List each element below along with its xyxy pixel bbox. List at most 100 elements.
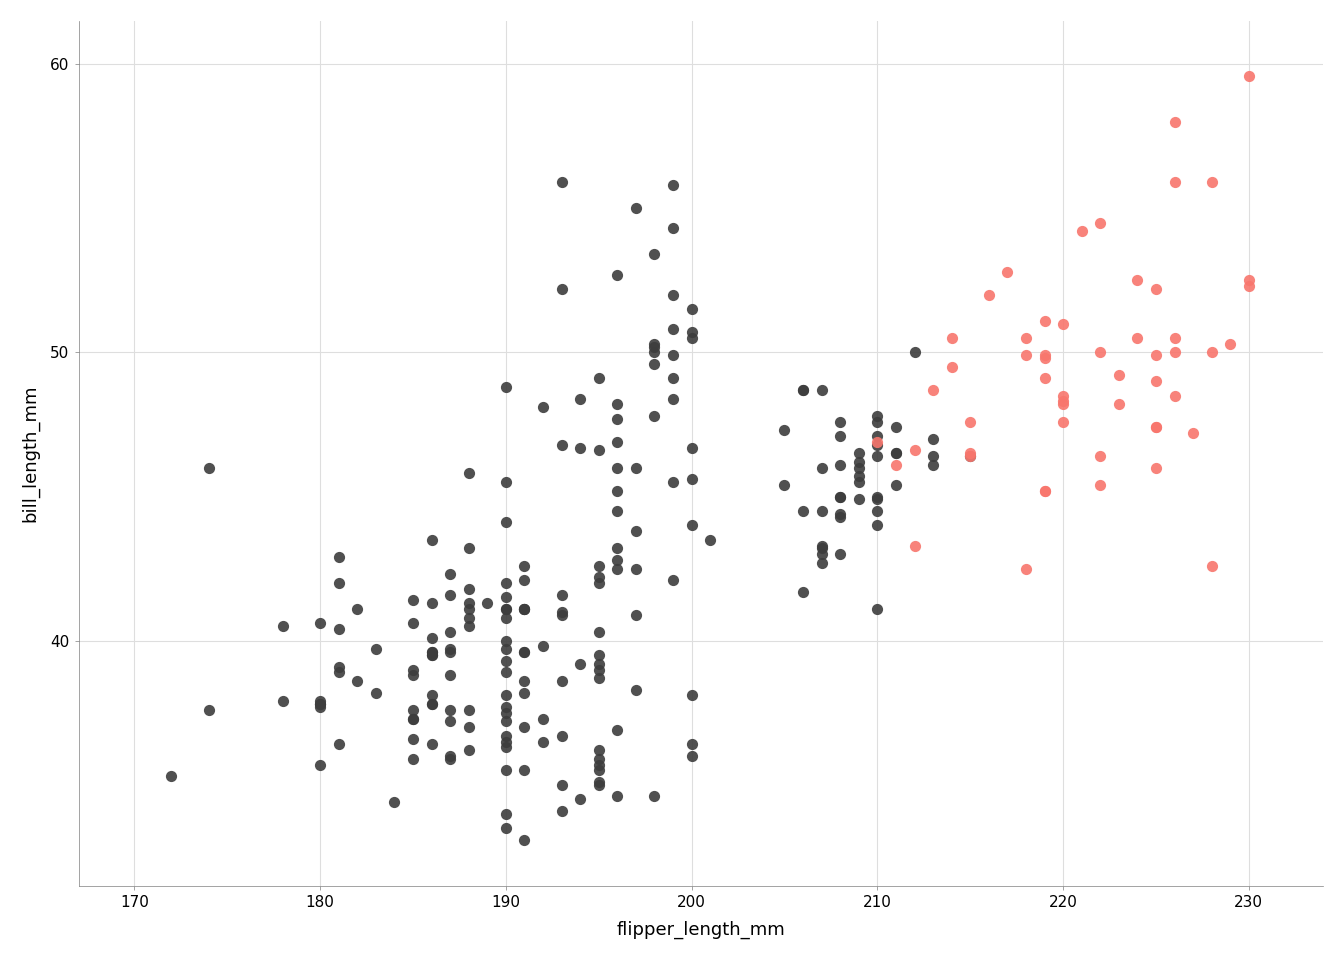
Point bbox=[439, 641, 461, 657]
Point bbox=[663, 391, 684, 406]
Point bbox=[513, 644, 535, 660]
Point bbox=[663, 178, 684, 193]
Point bbox=[810, 382, 832, 397]
Point bbox=[867, 428, 888, 444]
Point bbox=[606, 411, 628, 426]
Point bbox=[309, 699, 331, 714]
Point bbox=[439, 587, 461, 602]
Point bbox=[922, 448, 943, 464]
Point bbox=[829, 489, 851, 504]
Point bbox=[458, 702, 480, 717]
Point bbox=[886, 445, 907, 461]
Point bbox=[532, 638, 554, 654]
Point bbox=[421, 687, 442, 703]
Point bbox=[1015, 330, 1036, 346]
Point bbox=[532, 399, 554, 415]
Point bbox=[551, 175, 573, 190]
Point bbox=[198, 702, 219, 717]
Point bbox=[347, 601, 368, 616]
Point bbox=[1238, 278, 1259, 294]
Point bbox=[439, 749, 461, 764]
Point bbox=[513, 572, 535, 588]
Point bbox=[587, 656, 609, 671]
Point bbox=[848, 460, 870, 475]
Point bbox=[551, 604, 573, 619]
Point bbox=[1052, 396, 1074, 412]
Point bbox=[625, 460, 646, 475]
Point bbox=[829, 489, 851, 504]
Point bbox=[663, 572, 684, 588]
Point bbox=[309, 696, 331, 711]
Point bbox=[513, 601, 535, 616]
Point bbox=[587, 661, 609, 677]
Point bbox=[1090, 477, 1111, 492]
Point bbox=[439, 667, 461, 683]
Point bbox=[347, 673, 368, 688]
Point bbox=[793, 382, 814, 397]
Point bbox=[1107, 396, 1129, 412]
Point bbox=[941, 330, 962, 346]
Point bbox=[1034, 483, 1055, 498]
Point bbox=[458, 618, 480, 634]
Point bbox=[366, 684, 387, 700]
Point bbox=[848, 454, 870, 469]
Point bbox=[366, 641, 387, 657]
Point bbox=[903, 345, 925, 360]
Point bbox=[1034, 483, 1055, 498]
Point bbox=[328, 664, 349, 680]
Point bbox=[903, 538, 925, 553]
Point bbox=[513, 673, 535, 688]
Point bbox=[867, 414, 888, 429]
Point bbox=[495, 729, 516, 744]
Point bbox=[922, 431, 943, 446]
Point bbox=[495, 601, 516, 616]
Point bbox=[1219, 336, 1241, 351]
Point bbox=[606, 460, 628, 475]
Point bbox=[402, 661, 423, 677]
Point bbox=[495, 379, 516, 395]
Point bbox=[681, 330, 703, 346]
Point bbox=[1090, 448, 1111, 464]
Point bbox=[1145, 348, 1167, 363]
Point bbox=[587, 371, 609, 386]
Point bbox=[570, 440, 591, 455]
Point bbox=[1052, 414, 1074, 429]
Point bbox=[867, 408, 888, 423]
Point bbox=[663, 221, 684, 236]
Point bbox=[458, 610, 480, 625]
Point bbox=[903, 443, 925, 458]
Point bbox=[886, 445, 907, 461]
Point bbox=[402, 710, 423, 726]
Point bbox=[587, 569, 609, 585]
Point bbox=[625, 561, 646, 576]
Point bbox=[1164, 345, 1185, 360]
Point bbox=[1145, 420, 1167, 435]
Point bbox=[421, 696, 442, 711]
Point bbox=[699, 532, 720, 547]
Point bbox=[383, 795, 405, 810]
Point bbox=[625, 201, 646, 216]
Point bbox=[681, 687, 703, 703]
Point bbox=[1107, 368, 1129, 383]
Point bbox=[551, 437, 573, 452]
Point bbox=[402, 592, 423, 608]
Point bbox=[644, 339, 665, 354]
Point bbox=[495, 515, 516, 530]
Point bbox=[663, 348, 684, 363]
Point bbox=[867, 503, 888, 518]
Point bbox=[273, 618, 294, 634]
Point bbox=[663, 474, 684, 490]
Point bbox=[1052, 316, 1074, 331]
Point bbox=[1034, 350, 1055, 366]
Point bbox=[606, 722, 628, 737]
Point bbox=[439, 752, 461, 767]
Point bbox=[587, 647, 609, 662]
Point bbox=[606, 434, 628, 449]
Point bbox=[1202, 345, 1223, 360]
Point bbox=[681, 301, 703, 317]
Point bbox=[774, 422, 796, 438]
Point bbox=[570, 792, 591, 807]
Point bbox=[513, 558, 535, 573]
Point bbox=[513, 763, 535, 779]
Point bbox=[458, 540, 480, 556]
